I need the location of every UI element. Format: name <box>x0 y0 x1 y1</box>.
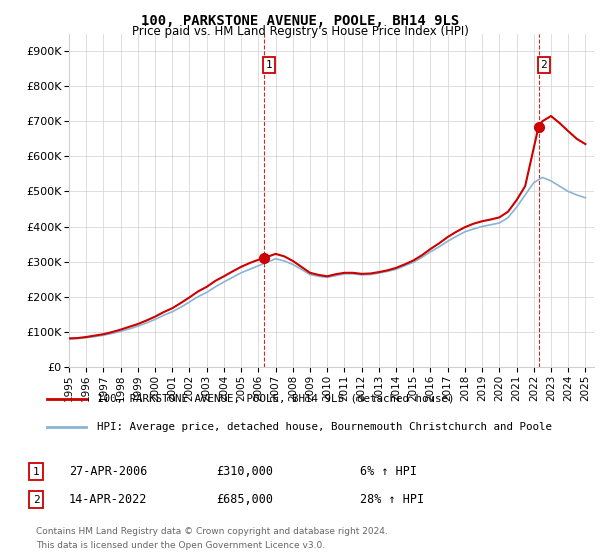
Text: 6% ↑ HPI: 6% ↑ HPI <box>360 465 417 478</box>
Text: This data is licensed under the Open Government Licence v3.0.: This data is licensed under the Open Gov… <box>36 542 325 550</box>
Text: 1: 1 <box>266 60 272 70</box>
Text: £685,000: £685,000 <box>216 493 273 506</box>
Text: 14-APR-2022: 14-APR-2022 <box>69 493 148 506</box>
Text: 100, PARKSTONE AVENUE, POOLE, BH14 9LS: 100, PARKSTONE AVENUE, POOLE, BH14 9LS <box>141 14 459 28</box>
Text: 27-APR-2006: 27-APR-2006 <box>69 465 148 478</box>
Text: 1: 1 <box>32 466 40 477</box>
Text: Contains HM Land Registry data © Crown copyright and database right 2024.: Contains HM Land Registry data © Crown c… <box>36 528 388 536</box>
Text: 28% ↑ HPI: 28% ↑ HPI <box>360 493 424 506</box>
Text: Price paid vs. HM Land Registry's House Price Index (HPI): Price paid vs. HM Land Registry's House … <box>131 25 469 38</box>
Text: 2: 2 <box>541 60 547 70</box>
Text: 100, PARKSTONE AVENUE, POOLE, BH14 9LS (detached house): 100, PARKSTONE AVENUE, POOLE, BH14 9LS (… <box>97 394 455 404</box>
Text: 2: 2 <box>32 494 40 505</box>
Text: HPI: Average price, detached house, Bournemouth Christchurch and Poole: HPI: Average price, detached house, Bour… <box>97 422 552 432</box>
Text: £310,000: £310,000 <box>216 465 273 478</box>
